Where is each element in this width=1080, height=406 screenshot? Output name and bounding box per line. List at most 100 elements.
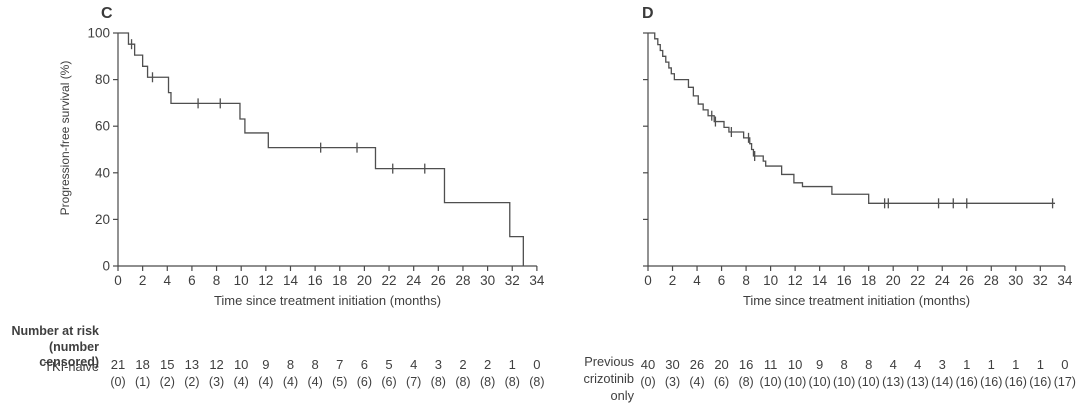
at-risk-count: 9 xyxy=(816,357,823,372)
censored-count: (0) xyxy=(110,375,125,389)
x-tick-label: 22 xyxy=(382,273,397,288)
x-tick-label: 12 xyxy=(258,273,273,288)
x-tick-label: 24 xyxy=(935,273,951,288)
x-tick-label: 28 xyxy=(984,273,999,288)
x-tick-label: 10 xyxy=(234,273,249,288)
censored-count: (17) xyxy=(1054,375,1076,389)
group-label-previous-crizotinib-only: Previous crizotinib only xyxy=(540,353,635,404)
x-tick-label: 20 xyxy=(357,273,372,288)
at-risk-count: 0 xyxy=(1061,357,1068,372)
x-tick-label: 18 xyxy=(861,273,876,288)
at-risk-count: 21 xyxy=(111,357,125,372)
group-label-tki-naive: TKI-naive xyxy=(44,359,99,374)
censored-count: (6) xyxy=(381,375,396,389)
censored-count: (13) xyxy=(882,375,904,389)
x-tick-label: 6 xyxy=(718,273,726,288)
censored-count: (3) xyxy=(209,375,224,389)
censored-count: (1) xyxy=(135,375,150,389)
censored-count: (16) xyxy=(980,375,1002,389)
at-risk-count: 13 xyxy=(185,357,199,372)
at-risk-count: 0 xyxy=(533,357,540,372)
censored-count: (8) xyxy=(455,375,470,389)
censored-count: (4) xyxy=(234,375,249,389)
x-tick-label: 2 xyxy=(139,273,147,288)
censored-count: (10) xyxy=(833,375,855,389)
at-risk-count: 1 xyxy=(1012,357,1019,372)
group-label-line: crizotinib xyxy=(583,371,635,386)
x-tick-label: 30 xyxy=(1008,273,1023,288)
censored-count: (16) xyxy=(1029,375,1051,389)
at-risk-count: 1 xyxy=(1037,357,1044,372)
x-tick-label: 14 xyxy=(812,273,828,288)
at-risk-count: 6 xyxy=(361,357,368,372)
at-risk-count: 40 xyxy=(641,357,655,372)
x-tick-label: 32 xyxy=(1033,273,1048,288)
at-risk-count: 3 xyxy=(939,357,946,372)
censored-count: (2) xyxy=(184,375,199,389)
x-tick-label: 20 xyxy=(886,273,901,288)
km-curve xyxy=(648,32,1056,204)
censored-count: (8) xyxy=(738,375,753,389)
at-risk-count: 15 xyxy=(160,357,174,372)
x-tick-label: 34 xyxy=(529,273,545,288)
at-risk-count: 8 xyxy=(312,357,319,372)
at-risk-count: 1 xyxy=(509,357,516,372)
at-risk-count: 30 xyxy=(665,357,679,372)
at-risk-count: 20 xyxy=(714,357,728,372)
panel-label-d: D xyxy=(642,5,654,22)
at-risk-count: 5 xyxy=(385,357,392,372)
censored-count: (10) xyxy=(858,375,880,389)
x-tick-label: 16 xyxy=(837,273,852,288)
censored-count: (16) xyxy=(956,375,978,389)
group-label-line: only xyxy=(610,388,634,403)
x-tick-label: 4 xyxy=(164,273,172,288)
censored-count: (4) xyxy=(689,375,704,389)
censored-count: (2) xyxy=(160,375,175,389)
censored-count: (16) xyxy=(1005,375,1027,389)
at-risk-count: 8 xyxy=(841,357,848,372)
x-tick-label: 26 xyxy=(959,273,974,288)
risk-table-header: Number at risk xyxy=(11,324,99,338)
censored-count: (6) xyxy=(357,375,372,389)
at-risk-count: 11 xyxy=(764,357,778,372)
y-tick-label: 60 xyxy=(95,119,110,134)
x-tick-label: 2 xyxy=(669,273,677,288)
km-panel-d: 0 2 4 6 8 10 12 14 16 18 20 22 24 26 28 30 32 3440(0)30(3… xyxy=(640,32,1076,389)
at-risk-count: 7 xyxy=(336,357,343,372)
x-tick-label: 16 xyxy=(308,273,323,288)
censored-count: (4) xyxy=(258,375,273,389)
censored-count: (8) xyxy=(480,375,495,389)
at-risk-count: 4 xyxy=(890,357,897,372)
at-risk-count: 10 xyxy=(234,357,248,372)
censored-count: (7) xyxy=(406,375,421,389)
panel-label-c: C xyxy=(101,5,113,22)
censored-count: (8) xyxy=(529,375,544,389)
censored-count: (10) xyxy=(809,375,831,389)
x-tick-label: 0 xyxy=(114,273,122,288)
x-tick-label: 0 xyxy=(644,273,652,288)
x-axis-title-c: Time since treatment initiation (months) xyxy=(213,293,442,308)
x-tick-label: 32 xyxy=(505,273,520,288)
at-risk-count: 9 xyxy=(262,357,269,372)
at-risk-count: 1 xyxy=(988,357,995,372)
x-tick-label: 8 xyxy=(213,273,221,288)
censored-count: (13) xyxy=(907,375,929,389)
at-risk-count: 4 xyxy=(410,357,417,372)
censored-count: (4) xyxy=(283,375,298,389)
y-tick-label: 100 xyxy=(87,26,110,41)
censored-count: (0) xyxy=(640,375,655,389)
at-risk-count: 10 xyxy=(788,357,802,372)
y-tick-label: 20 xyxy=(95,212,110,227)
x-tick-label: 28 xyxy=(455,273,470,288)
x-tick-label: 24 xyxy=(406,273,422,288)
censored-count: (8) xyxy=(431,375,446,389)
censored-count: (5) xyxy=(332,375,347,389)
x-tick-label: 26 xyxy=(431,273,446,288)
x-tick-label: 4 xyxy=(693,273,701,288)
censored-count: (10) xyxy=(759,375,781,389)
x-tick-label: 12 xyxy=(788,273,803,288)
censored-count: (6) xyxy=(714,375,729,389)
